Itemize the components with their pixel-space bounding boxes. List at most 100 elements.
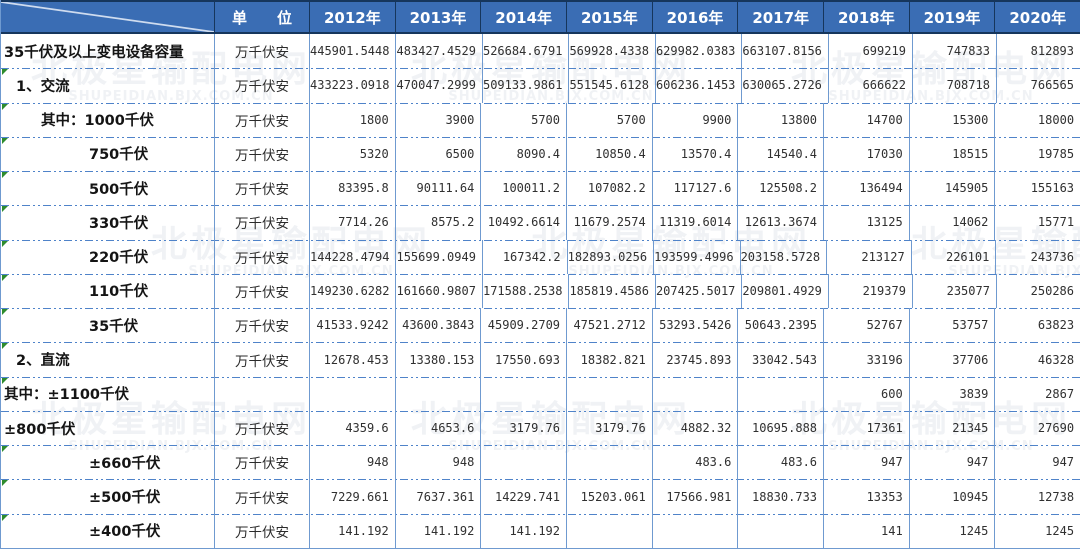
value-cell: 17550.693 xyxy=(480,342,566,377)
unit-cell: 万千伏安 xyxy=(214,136,309,172)
value-cell: 90111.64 xyxy=(394,171,481,206)
value-cell: 207425.5017 xyxy=(654,273,741,309)
value-cell: 33196 xyxy=(823,342,909,377)
value-cell: 144228.4794 xyxy=(309,239,395,274)
value-cell: 4359.6 xyxy=(309,410,395,446)
value-cell: 630065.2726 xyxy=(741,68,827,103)
value-cell: 193599.4996 xyxy=(653,239,739,274)
value-cell: 1245 xyxy=(908,513,995,548)
year-header: 2014年 xyxy=(480,2,566,32)
value-cell: 14062 xyxy=(908,205,995,240)
year-header: 2015年 xyxy=(566,2,652,32)
value-cell: 83395.8 xyxy=(309,171,395,206)
value-cell: 125508.2 xyxy=(737,171,823,206)
value-cell: 155163 xyxy=(994,171,1080,206)
year-header: 2019年 xyxy=(908,2,995,32)
value-cell: 18382.821 xyxy=(566,342,652,377)
value-cell xyxy=(566,376,652,411)
value-cell: 145905 xyxy=(908,171,995,206)
value-cell: 1245 xyxy=(994,513,1080,548)
value-cell: 117127.6 xyxy=(651,171,738,206)
value-cell: 141.192 xyxy=(480,513,566,548)
value-cell: 12678.453 xyxy=(309,342,395,377)
row-label: ±800千伏 xyxy=(4,421,76,438)
value-cell: 13570.4 xyxy=(651,136,738,172)
value-cell: 3179.76 xyxy=(566,410,652,446)
year-header: 2012年 xyxy=(309,2,395,32)
value-cell: 14700 xyxy=(823,102,909,137)
value-cell xyxy=(566,513,652,548)
value-cell: 107082.2 xyxy=(566,171,652,206)
value-cell: 167342.2 xyxy=(481,239,567,274)
value-cell: 699219 xyxy=(827,34,912,69)
value-cell: 7637.361 xyxy=(394,479,481,514)
value-cell: 45909.2709 xyxy=(480,308,566,343)
value-cell: 243736 xyxy=(995,239,1080,274)
value-cell: 947 xyxy=(823,445,909,480)
year-header: 2017年 xyxy=(737,2,823,32)
row-label: 1、交流 xyxy=(1,68,214,102)
value-cell: 63823 xyxy=(994,308,1080,343)
row-label: ±400千伏 xyxy=(1,514,214,548)
table-row: 330千伏 万千伏安 7714.26 8575.2 10492.6614 11679.25… xyxy=(1,205,1080,240)
value-cell: 100011.2 xyxy=(480,171,566,206)
value-cell: 433223.0918 xyxy=(309,68,395,103)
row-label: 2、直流 xyxy=(1,342,214,376)
value-cell: 445901.5448 xyxy=(309,34,395,69)
value-cell: 10945 xyxy=(908,479,995,514)
value-cell: 185819.4586 xyxy=(568,273,654,309)
year-header: 2018年 xyxy=(823,2,909,32)
value-cell: 12613.3674 xyxy=(737,205,823,240)
value-cell: 226101 xyxy=(910,239,996,274)
value-cell: 209801.4929 xyxy=(741,273,827,309)
row-label: 750千伏 xyxy=(1,137,214,171)
value-cell xyxy=(309,376,395,411)
value-cell: 948 xyxy=(309,445,395,480)
value-cell: 155699.0949 xyxy=(395,239,481,274)
row-label: 500千伏 xyxy=(1,171,214,205)
value-cell: 161660.9807 xyxy=(395,273,481,309)
value-cell: 11319.6014 xyxy=(651,205,738,240)
row-label: 330千伏 xyxy=(1,205,214,239)
value-cell: 3900 xyxy=(394,102,481,137)
value-cell: 15771 xyxy=(994,205,1080,240)
table-row: ±660千伏 万千伏安 948 948 483.6 483.6 947 947 947 xyxy=(1,445,1080,480)
value-cell: 666622 xyxy=(827,68,912,103)
unit-cell: 万千伏安 xyxy=(214,342,309,377)
unit-cell: 万千伏安 xyxy=(214,239,309,274)
value-cell: 3839 xyxy=(908,376,995,411)
value-cell: 17566.981 xyxy=(651,479,738,514)
value-cell xyxy=(737,376,823,411)
table-row: 110千伏 万千伏安 149230.6282 161660.9807 171588.25… xyxy=(1,273,1080,309)
value-cell: 4882.32 xyxy=(651,410,738,446)
value-cell: 182893.0256 xyxy=(566,239,653,274)
unit-cell: 万千伏安 xyxy=(214,513,309,548)
value-cell: 13380.153 xyxy=(394,342,481,377)
value-cell: 15300 xyxy=(908,102,995,137)
value-cell: 13125 xyxy=(823,205,909,240)
value-cell xyxy=(480,445,566,480)
value-cell: 947 xyxy=(994,445,1080,480)
value-cell: 2867 xyxy=(994,376,1080,411)
value-cell: 470047.2999 xyxy=(395,68,481,103)
value-cell: 13800 xyxy=(737,102,823,137)
value-cell: 141.192 xyxy=(394,513,481,548)
corner-cell xyxy=(1,2,214,32)
unit-cell xyxy=(214,376,309,411)
value-cell: 6500 xyxy=(394,136,481,172)
value-cell: 11679.2574 xyxy=(566,205,652,240)
row-label: 其中：1000千伏 xyxy=(1,103,214,137)
value-cell: 3179.76 xyxy=(480,410,566,446)
value-cell: 10695.888 xyxy=(737,410,823,446)
value-cell: 47521.2712 xyxy=(566,308,652,343)
value-cell: 9900 xyxy=(651,102,738,137)
row-label: 35千伏 xyxy=(1,308,214,342)
value-cell: 747833 xyxy=(911,34,996,69)
value-cell: 250286 xyxy=(995,273,1080,309)
value-cell: 141 xyxy=(823,513,909,548)
year-header: 2016年 xyxy=(651,2,738,32)
table-row: 35千伏 万千伏安 41533.9242 43600.3843 45909.2709 47… xyxy=(1,308,1080,343)
row-label: 35千伏及以上变电设备容量 xyxy=(4,44,184,61)
value-cell xyxy=(394,376,481,411)
